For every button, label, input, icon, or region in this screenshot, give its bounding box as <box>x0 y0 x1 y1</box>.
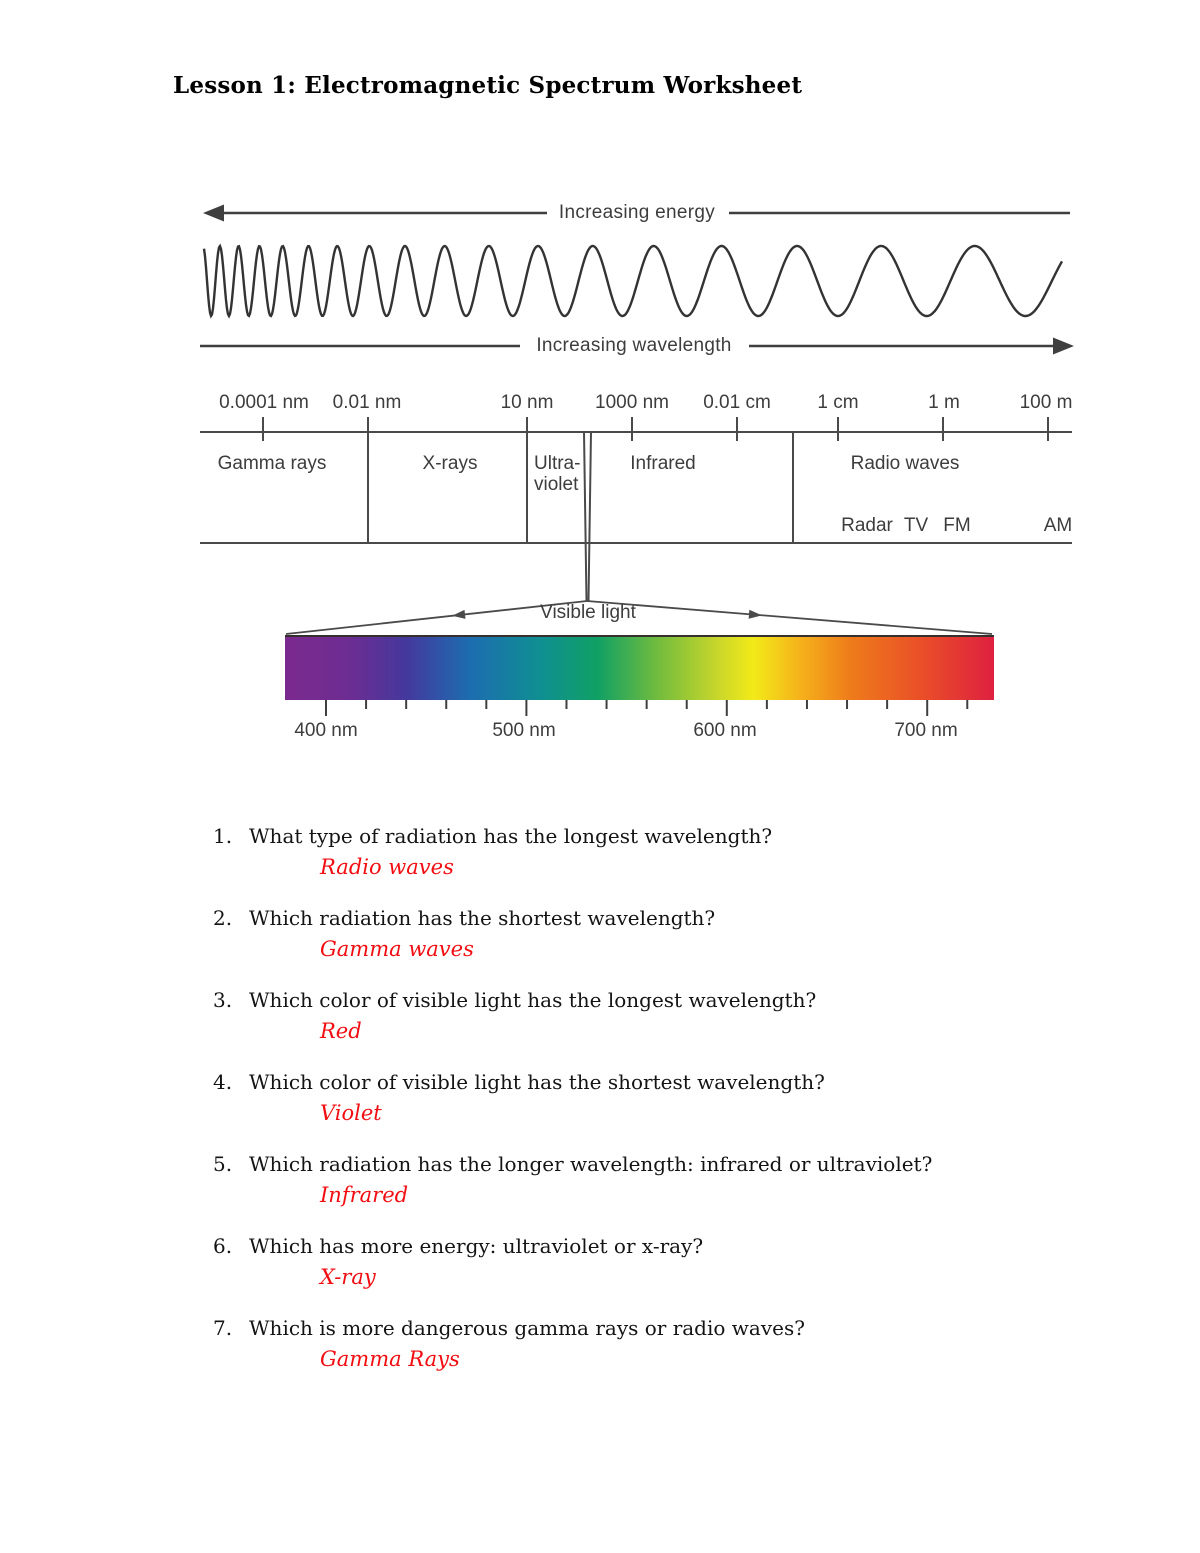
question-line: 6. Which has more energy: ultraviolet or … <box>0 1233 1200 1259</box>
region-label-ultraviolet: Ultra- violet <box>534 453 581 495</box>
question-text: What type of radiation has the longest w… <box>249 824 773 848</box>
question-answer: Red <box>320 1019 362 1043</box>
questions-list: 1. What type of radiation has the longest… <box>0 823 1200 1397</box>
question-line: 1. What type of radiation has the longest… <box>0 823 1200 849</box>
question-answer: Gamma waves <box>320 937 474 961</box>
question-number: 2. <box>213 906 233 930</box>
region-label-x-rays: X-rays <box>422 453 478 474</box>
question-answer: X-ray <box>320 1265 376 1289</box>
radio-band-label-am: AM <box>1043 515 1073 536</box>
page-title: Lesson 1: Electromagnetic Spectrum Works… <box>173 72 803 99</box>
em-wave-icon <box>202 243 1064 319</box>
question-item: 1. What type of radiation has the longest… <box>0 823 1200 881</box>
question-answer: Gamma Rays <box>320 1347 460 1371</box>
scale-tick-label-0p0001nm: 0.0001 nm <box>219 392 309 413</box>
increasing-energy-label: Increasing energy <box>558 202 716 223</box>
question-text: Which radiation has the longer wavelengt… <box>249 1152 933 1176</box>
radio-band-label-fm: FM <box>943 515 971 536</box>
scale-tick-label-0p01cm: 0.01 cm <box>703 392 771 413</box>
question-line: 5. Which radiation has the longer wavelen… <box>0 1151 1200 1177</box>
question-answer: Radio waves <box>320 855 454 879</box>
question-item: 6. Which has more energy: ultraviolet or … <box>0 1233 1200 1291</box>
radio-band-label-tv: TV <box>903 515 929 536</box>
visible-spectrum-gradient <box>285 635 994 700</box>
question-text: Which color of visible light has the lon… <box>249 988 817 1012</box>
visible-light-label: Visible light <box>540 602 636 623</box>
scale-tick-label-10nm: 10 nm <box>500 392 554 413</box>
increasing-wavelength-label: Increasing wavelength <box>536 335 732 356</box>
scale-tick-label-1000nm: 1000 nm <box>595 392 669 413</box>
question-number: 6. <box>213 1234 233 1258</box>
question-line: 7. Which is more dangerous gamma rays or … <box>0 1315 1200 1341</box>
question-text: Which has more energy: ultraviolet or x-… <box>249 1234 704 1258</box>
visible-scale-ticks <box>325 700 969 716</box>
question-line: 2. Which radiation has the shortest wavel… <box>0 905 1200 931</box>
question-line: 3. Which color of visible light has the l… <box>0 987 1200 1013</box>
question-text: Which color of visible light has the sho… <box>249 1070 825 1094</box>
wavelength-arrowhead-icon <box>1053 337 1074 355</box>
question-text: Which radiation has the shortest wavelen… <box>249 906 716 930</box>
scale-tick-label-1cm: 1 cm <box>817 392 859 413</box>
question-text: Which is more dangerous gamma rays or ra… <box>249 1316 805 1340</box>
question-number: 5. <box>213 1152 233 1176</box>
question-answer: Infrared <box>320 1183 409 1207</box>
visible-light-fan-lines <box>285 600 993 635</box>
question-item: 5. Which radiation has the longer wavelen… <box>0 1151 1200 1209</box>
visible-tick-label-500nm: 500 nm <box>492 720 556 741</box>
region-label-radio-waves: Radio waves <box>850 453 960 474</box>
question-number: 4. <box>213 1070 233 1094</box>
visible-tick-label-400nm: 400 nm <box>294 720 358 741</box>
visible-tick-label-600nm: 600 nm <box>693 720 757 741</box>
question-number: 1. <box>213 824 233 848</box>
question-number: 3. <box>213 988 233 1012</box>
em-spectrum-diagram-graphics <box>200 204 1074 716</box>
question-item: 7. Which is more dangerous gamma rays or … <box>0 1315 1200 1373</box>
radio-band-label-radar: Radar <box>841 515 893 536</box>
energy-arrowhead-icon <box>203 204 224 222</box>
visible-tick-label-700nm: 700 nm <box>894 720 958 741</box>
question-item: 2. Which radiation has the shortest wavel… <box>0 905 1200 963</box>
scale-tick-label-0p01nm: 0.01 nm <box>332 392 402 413</box>
fan-right-arrowhead-icon <box>748 609 762 619</box>
spectrum-band-frame <box>200 417 1072 602</box>
question-item: 4. Which color of visible light has the s… <box>0 1069 1200 1127</box>
question-number: 7. <box>213 1316 233 1340</box>
scale-tick-label-1m: 1 m <box>928 392 960 413</box>
question-line: 4. Which color of visible light has the s… <box>0 1069 1200 1095</box>
question-answer: Violet <box>320 1101 382 1125</box>
region-label-infrared: Infrared <box>630 453 696 474</box>
region-label-gamma-rays: Gamma rays <box>217 453 327 474</box>
fan-left-arrowhead-icon <box>452 609 466 619</box>
question-item: 3. Which color of visible light has the l… <box>0 987 1200 1045</box>
scale-tick-label-100m: 100 m <box>1019 392 1073 413</box>
